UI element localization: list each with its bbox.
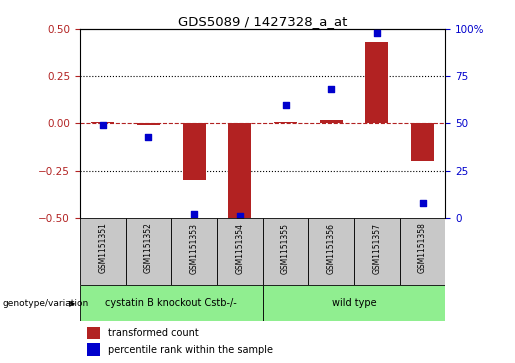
Bar <box>411 123 434 161</box>
Text: GSM1151356: GSM1151356 <box>327 223 336 273</box>
Bar <box>308 218 354 285</box>
Text: transformed count: transformed count <box>108 328 198 338</box>
Point <box>281 102 289 107</box>
Point <box>327 86 335 92</box>
Bar <box>217 218 263 285</box>
Bar <box>400 218 445 285</box>
Bar <box>320 120 342 123</box>
Text: cystatin B knockout Cstb-/-: cystatin B knockout Cstb-/- <box>106 298 237 308</box>
Bar <box>171 218 217 285</box>
Bar <box>126 218 171 285</box>
Point <box>144 134 152 139</box>
Text: GSM1151351: GSM1151351 <box>98 223 107 273</box>
Text: GSM1151358: GSM1151358 <box>418 223 427 273</box>
Bar <box>87 327 100 339</box>
Text: GSM1151357: GSM1151357 <box>372 223 382 273</box>
Bar <box>263 285 445 321</box>
Point <box>98 122 107 128</box>
Bar <box>80 285 263 321</box>
Point <box>236 213 244 219</box>
Bar <box>183 123 205 180</box>
Point <box>419 200 427 205</box>
Bar <box>274 122 297 123</box>
Bar <box>87 343 100 356</box>
Text: GSM1151355: GSM1151355 <box>281 223 290 273</box>
Bar <box>91 122 114 123</box>
Text: genotype/variation: genotype/variation <box>3 299 89 308</box>
Text: percentile rank within the sample: percentile rank within the sample <box>108 344 272 355</box>
Text: wild type: wild type <box>332 298 376 308</box>
Text: GSM1151353: GSM1151353 <box>190 223 199 273</box>
Point <box>373 30 381 36</box>
Bar <box>263 218 308 285</box>
Text: GSM1151354: GSM1151354 <box>235 223 244 273</box>
Title: GDS5089 / 1427328_a_at: GDS5089 / 1427328_a_at <box>178 15 347 28</box>
Bar <box>137 123 160 125</box>
Bar <box>228 123 251 218</box>
Text: GSM1151352: GSM1151352 <box>144 223 153 273</box>
Point <box>190 211 198 217</box>
Bar <box>80 218 126 285</box>
Bar <box>366 42 388 123</box>
Bar <box>354 218 400 285</box>
